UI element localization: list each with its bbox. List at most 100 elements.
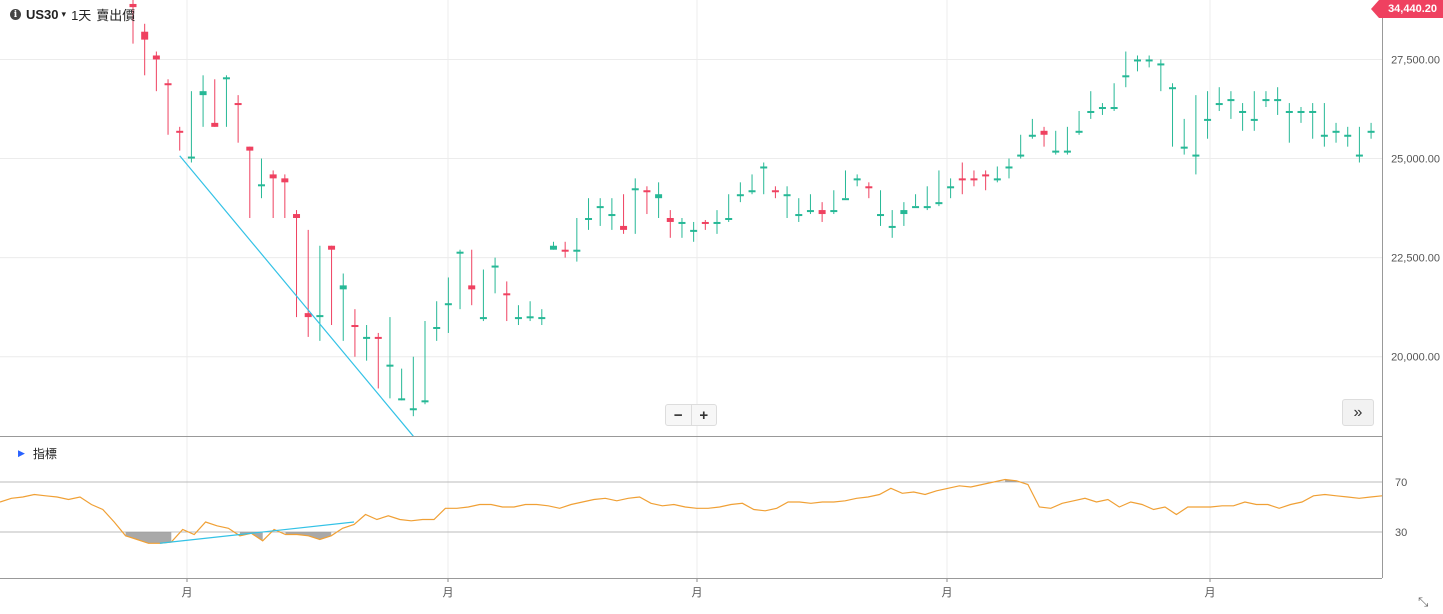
candle-body[interactable] xyxy=(1262,99,1270,102)
candle-body[interactable] xyxy=(1133,59,1141,62)
candle-body[interactable] xyxy=(1052,150,1060,153)
candle-body[interactable] xyxy=(479,317,487,320)
candle-body[interactable] xyxy=(304,313,312,318)
timeframe-label[interactable]: 1天 xyxy=(71,8,92,23)
candle-body[interactable] xyxy=(234,103,242,106)
candle-body[interactable] xyxy=(538,317,546,320)
candle-body[interactable] xyxy=(643,190,651,193)
candle-body[interactable] xyxy=(363,336,371,339)
candle-body[interactable] xyxy=(421,400,429,403)
candle-body[interactable] xyxy=(328,245,336,250)
candle-body[interactable] xyxy=(771,190,779,193)
candle-body[interactable] xyxy=(176,130,184,133)
candle-body[interactable] xyxy=(900,210,908,215)
candle-body[interactable] xyxy=(970,178,978,181)
candle-body[interactable] xyxy=(199,91,207,96)
candle-body[interactable] xyxy=(491,265,499,268)
candle-body[interactable] xyxy=(783,194,791,197)
candle-body[interactable] xyxy=(877,214,885,217)
candle-body[interactable] xyxy=(666,218,674,222)
candle-body[interactable] xyxy=(257,184,265,187)
candle-body[interactable] xyxy=(947,186,955,189)
candle-body[interactable] xyxy=(1285,110,1293,113)
candle-body[interactable] xyxy=(503,293,511,296)
candle-body[interactable] xyxy=(865,186,873,189)
candle-body[interactable] xyxy=(374,336,382,339)
candle-body[interactable] xyxy=(1063,150,1071,153)
candle-body[interactable] xyxy=(725,218,733,220)
candle-body[interactable] xyxy=(912,206,920,209)
candle-body[interactable] xyxy=(211,122,219,127)
candle-body[interactable] xyxy=(339,285,347,290)
candle-body[interactable] xyxy=(993,178,1001,181)
candle-body[interactable] xyxy=(923,206,931,209)
candle-body[interactable] xyxy=(1028,134,1036,137)
candle-body[interactable] xyxy=(1320,134,1328,137)
candle-body[interactable] xyxy=(678,221,686,224)
price-type-label[interactable]: 賣出價 xyxy=(96,8,136,23)
candle-body[interactable] xyxy=(1332,130,1340,133)
candle-body[interactable] xyxy=(830,210,838,213)
candle-body[interactable] xyxy=(585,218,593,220)
symbol-selector[interactable]: US30 xyxy=(26,7,59,22)
candle-body[interactable] xyxy=(549,245,557,250)
candle-body[interactable] xyxy=(620,225,628,230)
candle-body[interactable] xyxy=(1040,130,1048,135)
candle-body[interactable] xyxy=(1274,99,1282,102)
candle-body[interactable] xyxy=(1309,110,1317,113)
candle-body[interactable] xyxy=(1215,103,1223,106)
candle-body[interactable] xyxy=(316,315,324,318)
candle-body[interactable] xyxy=(1227,99,1235,102)
candle-body[interactable] xyxy=(468,285,476,290)
candle-body[interactable] xyxy=(1297,110,1305,113)
candle-body[interactable] xyxy=(409,408,417,411)
candle-body[interactable] xyxy=(433,327,441,329)
candle-body[interactable] xyxy=(561,249,569,252)
candle-body[interactable] xyxy=(1157,63,1165,66)
candle-body[interactable] xyxy=(1367,130,1375,133)
candle-body[interactable] xyxy=(1239,110,1247,113)
candle-body[interactable] xyxy=(888,225,896,228)
candle-body[interactable] xyxy=(1087,110,1095,113)
indicator-panel-toggle[interactable]: ▶ 指標 xyxy=(18,445,57,462)
candle-body[interactable] xyxy=(1192,154,1200,157)
candle-body[interactable] xyxy=(526,316,534,319)
candle-body[interactable] xyxy=(1180,146,1188,149)
candle-body[interactable] xyxy=(690,229,698,232)
candlestick-series[interactable] xyxy=(129,0,1375,417)
candle-body[interactable] xyxy=(456,251,464,254)
candle-body[interactable] xyxy=(1017,154,1025,157)
candle-body[interactable] xyxy=(841,198,849,201)
candle-body[interactable] xyxy=(1344,134,1352,137)
candle-body[interactable] xyxy=(1110,107,1118,110)
candle-body[interactable] xyxy=(222,77,230,80)
candle-body[interactable] xyxy=(152,55,160,60)
candle-body[interactable] xyxy=(444,303,452,306)
candle-body[interactable] xyxy=(748,190,756,193)
candle-body[interactable] xyxy=(608,214,616,217)
candle-body[interactable] xyxy=(1145,59,1153,62)
candle-body[interactable] xyxy=(736,194,744,197)
candle-body[interactable] xyxy=(398,398,406,401)
candle-body[interactable] xyxy=(129,3,137,8)
candle-body[interactable] xyxy=(631,188,639,191)
candle-body[interactable] xyxy=(935,202,943,205)
candle-body[interactable] xyxy=(141,31,149,40)
candle-body[interactable] xyxy=(164,83,172,86)
candle-body[interactable] xyxy=(1169,87,1177,90)
candle-body[interactable] xyxy=(713,221,721,224)
candle-body[interactable] xyxy=(1355,154,1363,157)
candle-body[interactable] xyxy=(818,210,826,215)
info-icon[interactable]: i xyxy=(10,9,21,20)
candle-body[interactable] xyxy=(1005,166,1013,169)
zoom-in-button[interactable]: + xyxy=(699,406,709,424)
candle-body[interactable] xyxy=(806,210,814,213)
candle-body[interactable] xyxy=(351,325,359,328)
candle-body[interactable] xyxy=(187,156,195,159)
candle-body[interactable] xyxy=(958,178,966,181)
candle-body[interactable] xyxy=(1204,118,1212,121)
scroll-to-latest-button[interactable]: » xyxy=(1342,399,1374,426)
candle-body[interactable] xyxy=(293,214,301,218)
candle-body[interactable] xyxy=(386,364,394,367)
